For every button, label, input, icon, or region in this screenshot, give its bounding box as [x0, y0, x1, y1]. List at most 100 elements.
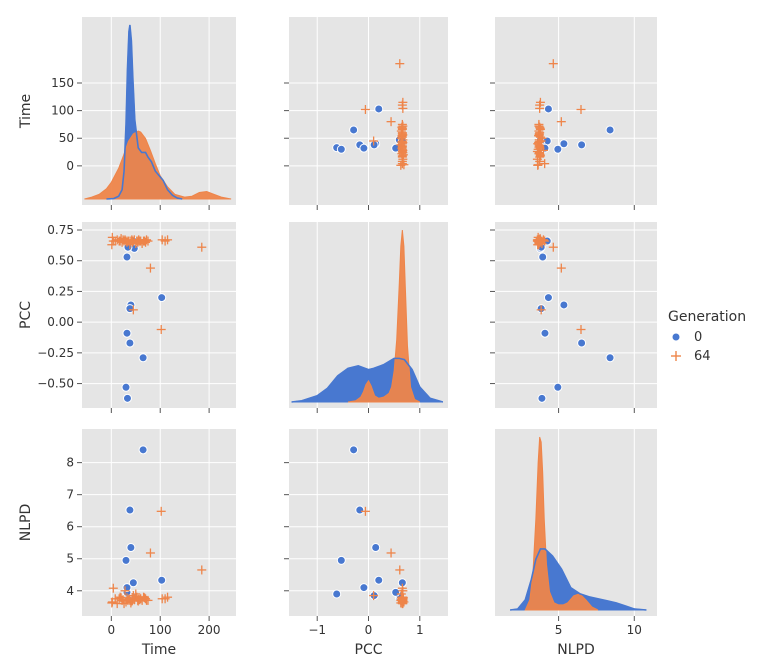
point-generation-0 [138, 445, 148, 455]
legend-marker-0 [671, 332, 681, 342]
point-generation-64 [533, 240, 543, 250]
panel-background [495, 222, 657, 408]
point-generation-0 [391, 587, 401, 597]
y-tick-label: 0.50 [47, 254, 74, 268]
panel-time-vs-pcc: −0.50 −0.25 0.00 0.25 0.50 0.75 PCC [18, 222, 236, 413]
point-generation-0 [138, 353, 148, 363]
x-tick-label: 10 [627, 623, 642, 637]
y-tick-label: 7 [66, 488, 74, 502]
point-generation-64 [145, 548, 155, 558]
point-generation-64 [540, 159, 550, 169]
point-generation-64 [197, 242, 207, 252]
point-generation-0 [605, 353, 615, 363]
point-generation-0 [125, 338, 135, 348]
x-axis-label-pcc: PCC [355, 642, 383, 658]
y-tick-label: 8 [66, 456, 74, 470]
point-generation-0 [332, 589, 342, 599]
panel-nlpd-vs-nlpd: 5 10 NLPD [495, 429, 657, 658]
panel-background [82, 429, 236, 616]
point-generation-0 [605, 125, 615, 135]
y-tick-label: 4 [66, 584, 74, 598]
point-generation-64 [157, 235, 167, 245]
point-generation-64 [108, 583, 118, 593]
point-generation-64 [120, 586, 130, 596]
point-generation-0 [559, 139, 569, 149]
point-generation-64 [556, 117, 566, 127]
point-generation-0 [349, 445, 359, 455]
point-generation-64 [128, 305, 138, 315]
point-generation-64 [395, 565, 405, 575]
x-tick-label: 200 [198, 623, 221, 637]
point-generation-64 [396, 160, 406, 170]
point-generation-0 [543, 104, 553, 114]
point-generation-0 [538, 252, 548, 262]
point-generation-0 [121, 382, 131, 392]
y-tick-label: 0.25 [47, 284, 74, 298]
point-generation-64 [397, 159, 407, 169]
x-axis-label-nlpd: NLPD [557, 642, 595, 658]
point-generation-64 [536, 305, 546, 315]
panel-pcc-vs-nlpd: −1 0 1 PCC [284, 429, 448, 658]
point-generation-0 [336, 144, 346, 154]
point-generation-64 [386, 548, 396, 558]
x-axis-label-time: Time [141, 642, 176, 658]
panel-time-vs-time: 0 50 100 150 Time [18, 17, 236, 210]
kde-area-generation-64 [84, 130, 232, 200]
point-generation-0 [553, 144, 563, 154]
kde-line-generation-0 [106, 24, 183, 200]
point-generation-0 [126, 543, 136, 553]
legend-marker-64 [671, 351, 681, 361]
y-axis-label-nlpd: NLPD [18, 504, 34, 542]
point-generation-64 [398, 103, 408, 113]
point-generation-0 [122, 328, 132, 338]
y-tick-label: 0 [66, 159, 74, 173]
point-generation-64 [156, 325, 166, 335]
point-generation-0 [157, 293, 167, 303]
point-generation-64 [548, 242, 558, 252]
legend-label-64: 64 [694, 349, 711, 364]
point-generation-64 [112, 235, 122, 245]
point-generation-64 [156, 506, 166, 516]
panel-time-vs-nlpd: 4 5 6 7 8 0 100 200 Time NLPD [18, 429, 236, 658]
legend-label-0: 0 [694, 330, 702, 345]
y-tick-label: 150 [51, 76, 74, 90]
kde-area-generation-64 [524, 436, 599, 611]
point-generation-0 [122, 393, 132, 403]
x-tick-label: 0 [108, 623, 116, 637]
point-generation-0 [122, 252, 132, 262]
point-generation-64 [535, 103, 545, 113]
point-generation-0 [374, 104, 384, 114]
point-generation-0 [543, 293, 553, 303]
kde-line-generation-0 [291, 357, 444, 403]
x-tick-label: 0 [365, 623, 373, 637]
point-generation-0 [359, 583, 369, 593]
point-generation-64 [369, 591, 379, 601]
point-generation-64 [369, 136, 379, 146]
point-generation-0 [540, 328, 550, 338]
point-generation-0 [349, 125, 359, 135]
panels: 050100150Time−0.50−0.250.000.250.500.75P… [18, 17, 657, 658]
point-generation-64 [107, 598, 117, 608]
point-generation-0 [374, 575, 384, 585]
kde-line-generation-0 [510, 548, 647, 611]
y-axis-label-pcc: PCC [18, 301, 34, 329]
point-generation-0 [125, 505, 135, 515]
point-generation-0 [577, 338, 587, 348]
point-generation-64 [540, 236, 550, 246]
y-tick-label: −0.25 [37, 346, 74, 360]
point-generation-64 [576, 325, 586, 335]
x-tick-label: 100 [149, 623, 172, 637]
x-tick-label: 5 [555, 623, 563, 637]
point-generation-0 [577, 140, 587, 150]
x-tick-label: 1 [416, 623, 424, 637]
panel-background [82, 222, 236, 408]
point-generation-64 [108, 236, 118, 246]
point-generation-64 [107, 240, 117, 250]
point-generation-64 [197, 565, 207, 575]
point-generation-0 [537, 393, 547, 403]
y-tick-label: 5 [66, 552, 74, 566]
y-tick-label: 50 [59, 131, 74, 145]
legend-title: Generation [668, 309, 746, 325]
point-generation-64 [533, 160, 543, 170]
